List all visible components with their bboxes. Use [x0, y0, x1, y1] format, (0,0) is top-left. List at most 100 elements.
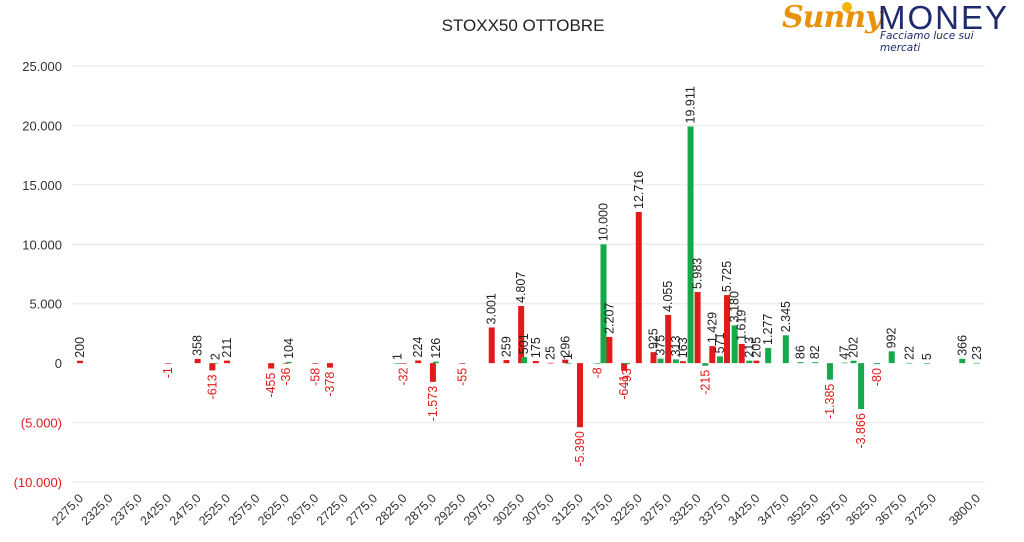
data-label: 501	[517, 333, 531, 354]
bar	[394, 363, 401, 364]
data-label: 23	[970, 346, 984, 360]
x-tick-label: 3175,0	[579, 491, 616, 528]
x-tick-label: 2875,0	[402, 491, 439, 528]
bar	[194, 358, 201, 364]
bar	[565, 363, 572, 364]
data-label: 175	[529, 337, 543, 358]
x-tick-label: 3375,0	[696, 491, 733, 528]
bar	[782, 335, 789, 364]
bar	[562, 359, 569, 364]
data-label: 2.207	[602, 303, 616, 334]
x-tick-label: 3075,0	[520, 491, 557, 528]
data-label: 224	[411, 337, 425, 358]
data-label: 12.716	[632, 171, 646, 209]
bar	[906, 362, 913, 364]
bar	[594, 363, 601, 364]
data-label: -5.390	[573, 431, 587, 466]
data-label: 126	[429, 338, 443, 359]
x-axis: 2275,02325,02375,02425,02475,02525,02575…	[49, 491, 983, 528]
bar	[665, 314, 672, 364]
x-tick-label: 3475,0	[755, 491, 792, 528]
sun-icon	[842, 2, 852, 12]
bars	[77, 126, 980, 428]
bar	[959, 358, 966, 364]
bar	[224, 360, 231, 364]
data-label: -55	[455, 368, 469, 386]
data-label: -378	[323, 372, 337, 397]
bar	[850, 360, 857, 364]
x-tick-label: 3625,0	[843, 491, 880, 528]
data-label: 205	[749, 337, 763, 358]
bar	[738, 343, 745, 364]
sunny-money-logo: Sunny MONEY Facciamo luce sui mercati	[780, 0, 1016, 54]
data-label: -58	[308, 368, 322, 386]
bar	[731, 325, 738, 364]
y-tick-label: 15.000	[22, 178, 62, 193]
x-tick-label: 3800,0	[946, 491, 983, 528]
bar	[694, 292, 701, 364]
bar	[635, 212, 642, 364]
data-label: 4.055	[661, 281, 675, 312]
bar	[709, 346, 716, 364]
data-label: -3.866	[854, 413, 868, 448]
bar	[672, 359, 679, 364]
data-label: 366	[955, 335, 969, 356]
data-label: 1.619	[735, 310, 749, 341]
x-tick-label: 2775,0	[343, 491, 380, 528]
logo-brand-first: Sunny	[782, 0, 883, 35]
data-label: 571	[713, 332, 727, 353]
x-tick-label: 3275,0	[637, 491, 674, 528]
bar	[547, 362, 554, 364]
data-label: -93	[620, 368, 634, 386]
bar	[268, 363, 275, 369]
bar	[326, 363, 333, 368]
bar	[432, 361, 439, 364]
x-tick-label: 3525,0	[784, 491, 821, 528]
bar	[459, 363, 466, 364]
data-label: -1.573	[426, 386, 440, 421]
data-label: 925	[646, 328, 660, 349]
bar	[576, 363, 583, 428]
x-tick-label: 2725,0	[314, 491, 351, 528]
data-label: 47	[838, 346, 852, 360]
y-tick-label: 10.000	[22, 237, 62, 252]
x-tick-label: 2675,0	[284, 491, 321, 528]
bar	[521, 357, 528, 364]
y-tick-label: (10.000)	[14, 475, 62, 490]
x-tick-label: 2925,0	[432, 491, 469, 528]
data-label: 5	[920, 353, 934, 360]
data-label: -215	[698, 370, 712, 395]
x-tick-label: 3725,0	[902, 491, 939, 528]
bar	[974, 362, 980, 364]
bar	[518, 306, 525, 364]
data-label: -641	[617, 375, 631, 400]
bar	[841, 362, 848, 364]
bar	[503, 360, 510, 364]
x-tick-label: 3025,0	[490, 491, 527, 528]
y-tick-label: 20.000	[22, 118, 62, 133]
bar	[724, 295, 731, 364]
data-label: -8	[591, 367, 605, 378]
bar	[753, 360, 760, 364]
bar	[488, 327, 495, 364]
logo-tagline: Facciamo luce sui mercati	[880, 30, 974, 54]
bar	[858, 363, 865, 410]
bar	[924, 363, 931, 364]
data-label: 1	[561, 353, 575, 360]
data-label: 104	[282, 338, 296, 359]
bar	[812, 362, 819, 364]
bar	[77, 360, 83, 364]
bar	[888, 351, 895, 364]
bar	[429, 363, 436, 382]
bar	[765, 347, 772, 364]
bar	[285, 361, 292, 364]
data-label: 1	[391, 353, 405, 360]
bar	[746, 360, 753, 364]
x-tick-label: 3425,0	[726, 491, 763, 528]
x-tick-label: 2625,0	[255, 491, 292, 528]
bar	[679, 361, 686, 364]
x-tick-label: 3325,0	[667, 491, 704, 528]
data-label: 22	[902, 346, 916, 360]
